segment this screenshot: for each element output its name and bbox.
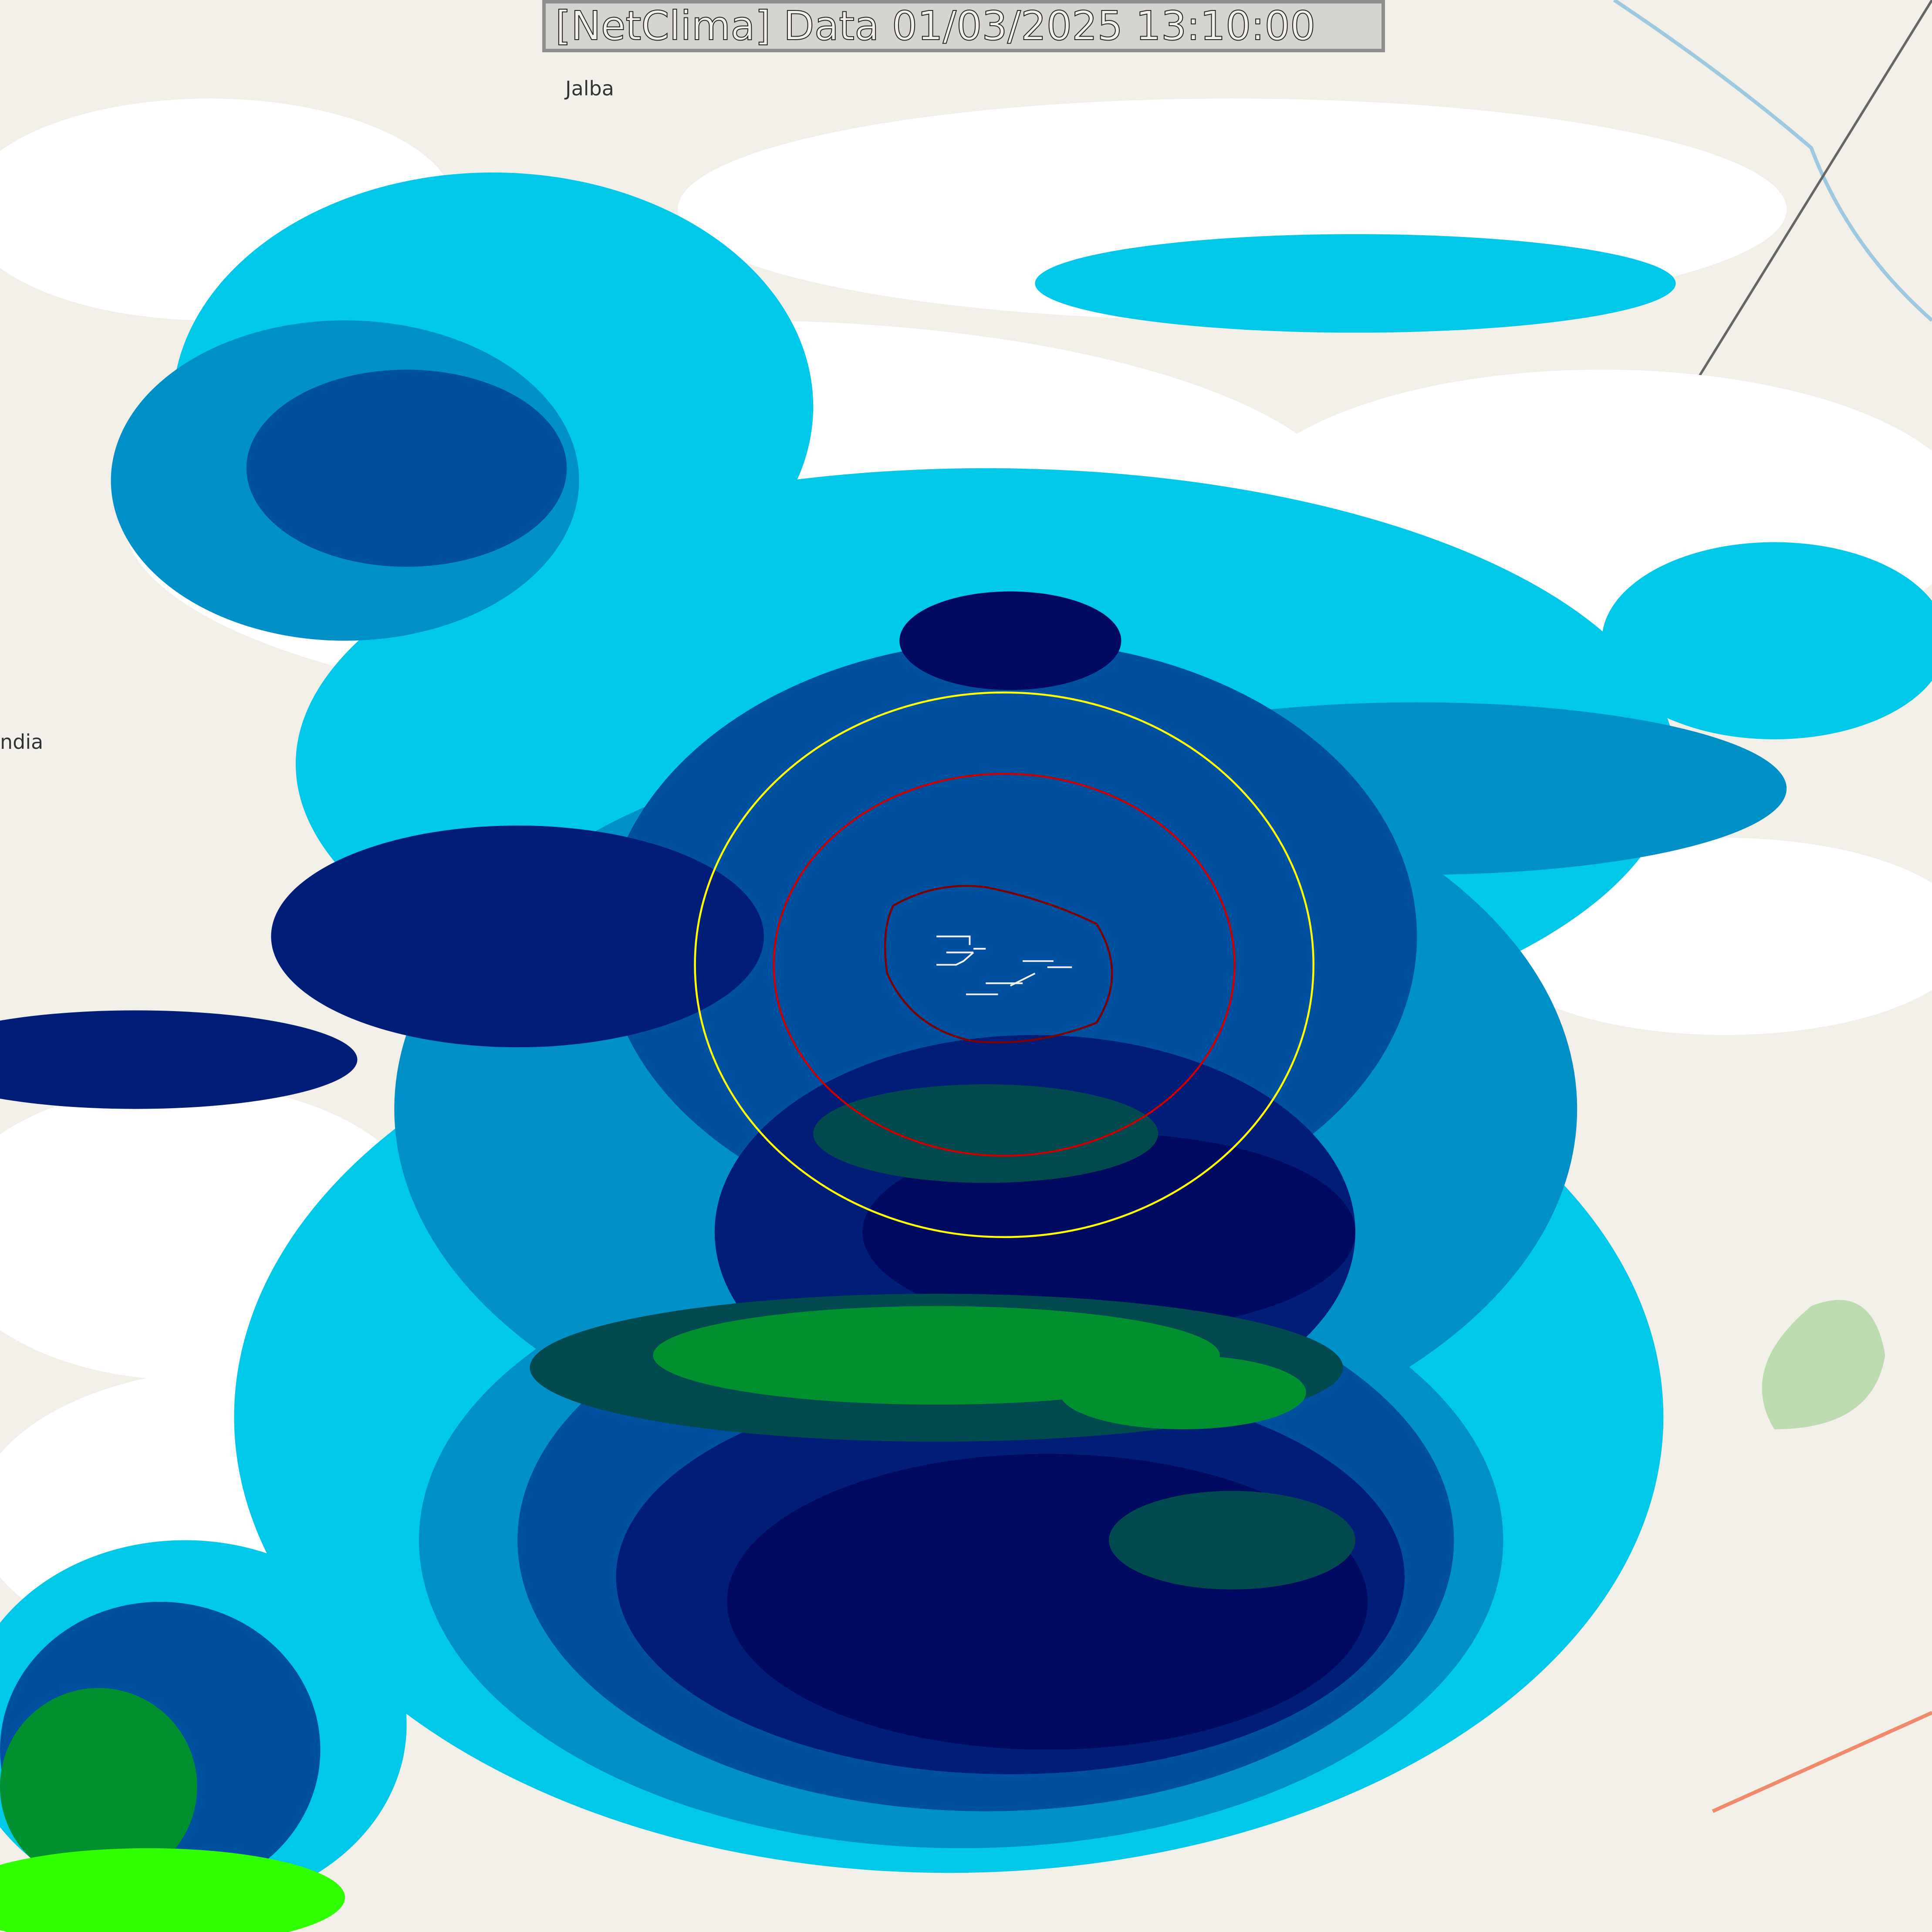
city-streets [936,935,1072,995]
place-label-india: ndia [0,730,44,754]
timestamp-title: [NetClima] Data 01/03/2025 13:10:00 [542,0,1385,52]
radar-echo-navy [271,826,764,1048]
radar-echo-darkgreen [813,1084,1159,1183]
road [1687,0,1932,395]
radar-echo-navy [0,1010,358,1109]
radar-echo-sky [1035,234,1676,333]
range-ring-inner [884,885,1113,1044]
radar-echo-deep [862,1133,1355,1331]
radar-echo-green [0,1688,197,1885]
river [1613,0,1932,322]
radar-echo-deep [899,591,1121,690]
range-ring-outer [694,691,1315,1238]
place-label-jalba: Jalba [565,77,614,100]
forest-area [1762,1300,1885,1429]
radar-echo-blue [246,369,567,567]
radar-echo-lime [0,1848,345,1932]
road [1712,1711,1932,1813]
radar-echo-green [1060,1355,1306,1429]
radar-echo-darkgreen [1109,1491,1355,1590]
radar-echo-sky [1601,542,1932,739]
range-ring-middle [773,773,1236,1157]
